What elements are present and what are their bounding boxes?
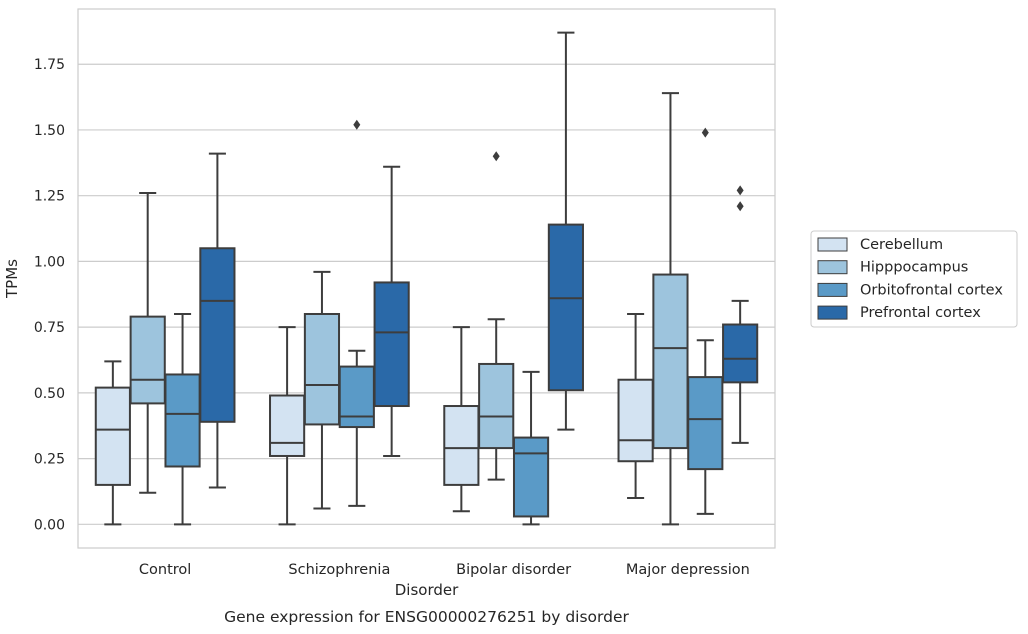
box-iqr [303,312,341,426]
y-tick-label: 1.25 [34,189,65,205]
box-plot [129,192,166,494]
box-iqr [269,394,306,457]
y-tick-label: 0.25 [34,452,65,468]
y-tick-label: 1.75 [34,57,65,73]
box-plot [164,312,201,526]
legend-label: Prefrontal cortex [860,305,981,321]
y-tick-labels: 0.00 0.25 0.50 0.75 1.00 1.25 1.50 1.75 [34,57,65,533]
legend-label: Cerebellum [860,237,943,253]
x-tick-labels: Control Schizophrenia Bipolar disorder Majo… [139,562,750,578]
box-plot [478,151,515,481]
x-tick-label: Major depression [626,562,750,578]
box-plot [547,31,584,431]
x-axis-label: Disorder [395,581,459,599]
box-iqr [94,386,131,486]
chart-caption: Gene expression for ENSG00000276251 by d… [224,608,629,626]
box-iqr [373,281,410,408]
box-series [94,31,759,526]
box-plot [687,127,724,515]
box-iqr [443,405,480,486]
legend-swatch [817,305,848,320]
box-plot [199,152,236,489]
outlier-point [701,127,709,138]
box-plot [443,326,480,513]
box-plot [269,326,306,526]
outlier-point [353,119,361,130]
box-plot [617,312,654,500]
box-plot [303,270,341,510]
box-plot [512,370,550,526]
box-iqr [547,223,584,392]
x-tick-label: Schizophrenia [288,562,390,578]
outlier-point [736,185,744,196]
y-axis-label: TPMs [3,259,21,299]
box-iqr [617,378,654,463]
box-iqr [652,273,689,450]
y-tick-label: 1.00 [34,254,65,270]
box-iqr [338,365,375,429]
box-iqr [722,323,759,384]
box-iqr [164,373,201,468]
legend: Cerebellum Hipppocampus Orbitofrontal cort… [810,230,1018,328]
box-plot [373,165,410,457]
x-tick-label: Bipolar disorder [456,562,571,578]
box-iqr [512,436,550,518]
legend-frame [810,230,1018,328]
box-plot [338,119,375,507]
outlier-point [492,151,500,162]
y-tick-label: 1.50 [34,123,65,139]
box-iqr [687,376,724,471]
legend-label: Orbitofrontal cortex [860,282,1003,298]
x-tick-label: Control [139,562,191,578]
box-plot [652,92,689,526]
y-tick-label: 0.75 [34,320,65,336]
y-tick-label: 0.50 [34,386,65,402]
plot-area-frame [77,8,776,549]
legend-swatch [817,282,848,297]
legend-swatch [817,260,848,275]
legend-swatch [817,237,848,252]
box-iqr [129,315,166,405]
box-iqr [199,247,236,423]
box-plot [722,185,759,444]
legend-label: Hipppocampus [860,260,968,276]
outlier-point [736,201,744,212]
box-plot [94,360,131,526]
box-iqr [478,362,515,450]
y-tick-label: 0.00 [34,517,65,533]
